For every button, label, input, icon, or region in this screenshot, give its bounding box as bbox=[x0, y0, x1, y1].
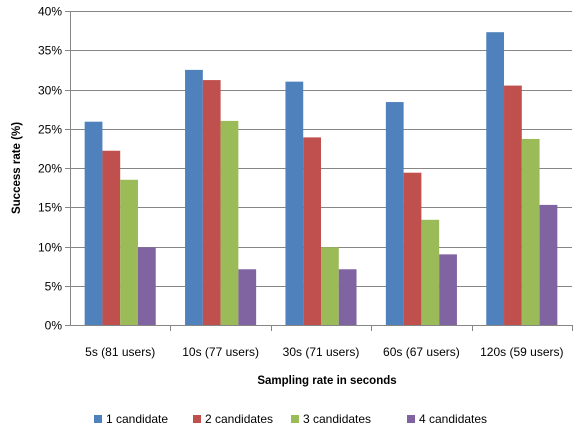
y-axis-title: Success rate (%) bbox=[11, 122, 23, 214]
x-tick-label: 120s (59 users) bbox=[480, 345, 563, 359]
y-tick-label: 40% bbox=[38, 5, 62, 19]
bar bbox=[539, 204, 558, 325]
axes: 0% 5% 10% 15% 20% 25% 30% 35% 40% 5s (81 users) 10… bbox=[38, 5, 573, 359]
legend: 1 candidate 2 candidates 3 candidates 4 can… bbox=[94, 412, 487, 426]
bar bbox=[303, 137, 321, 325]
y-tick-label: 25% bbox=[38, 123, 62, 137]
x-tick-label: 60s (67 users) bbox=[383, 345, 460, 359]
legend-label: 3 candidates bbox=[303, 412, 371, 426]
legend-swatch bbox=[407, 415, 415, 423]
x-tick-label: 5s (81 users) bbox=[85, 345, 155, 359]
bar bbox=[403, 172, 422, 325]
legend-label: 4 candidates bbox=[419, 412, 487, 426]
legend-label: 2 candidates bbox=[205, 412, 273, 426]
bar bbox=[285, 81, 304, 326]
legend-swatch bbox=[291, 415, 299, 423]
bar bbox=[202, 80, 221, 325]
x-tick-label: 30s (71 users) bbox=[283, 345, 360, 359]
legend-label: 1 candidate bbox=[106, 412, 168, 426]
y-tick-label: 10% bbox=[38, 241, 62, 255]
x-tick-label: 10s (77 users) bbox=[182, 345, 259, 359]
bar bbox=[220, 120, 239, 326]
bar bbox=[321, 247, 339, 325]
bar bbox=[486, 32, 505, 325]
bar bbox=[185, 69, 203, 326]
bar bbox=[504, 85, 522, 325]
bars bbox=[84, 32, 558, 326]
bar bbox=[102, 150, 121, 325]
y-tick-label: 5% bbox=[45, 280, 63, 294]
y-tick-label: 0% bbox=[45, 319, 63, 333]
bar bbox=[238, 269, 257, 325]
y-tick-label: 30% bbox=[38, 84, 62, 98]
bar bbox=[137, 247, 156, 325]
y-tick-label: 20% bbox=[38, 162, 62, 176]
bar bbox=[84, 121, 103, 325]
y-tick-label: 35% bbox=[38, 44, 62, 58]
y-tick-label: 15% bbox=[38, 201, 62, 215]
x-axis-title: Sampling rate in seconds bbox=[257, 375, 396, 387]
bar bbox=[385, 102, 404, 325]
bar bbox=[439, 254, 457, 325]
bar bbox=[120, 179, 138, 325]
bar bbox=[338, 269, 357, 325]
legend-swatch bbox=[94, 415, 102, 423]
bar bbox=[421, 219, 440, 325]
bar bbox=[521, 138, 540, 325]
legend-swatch bbox=[193, 415, 201, 423]
